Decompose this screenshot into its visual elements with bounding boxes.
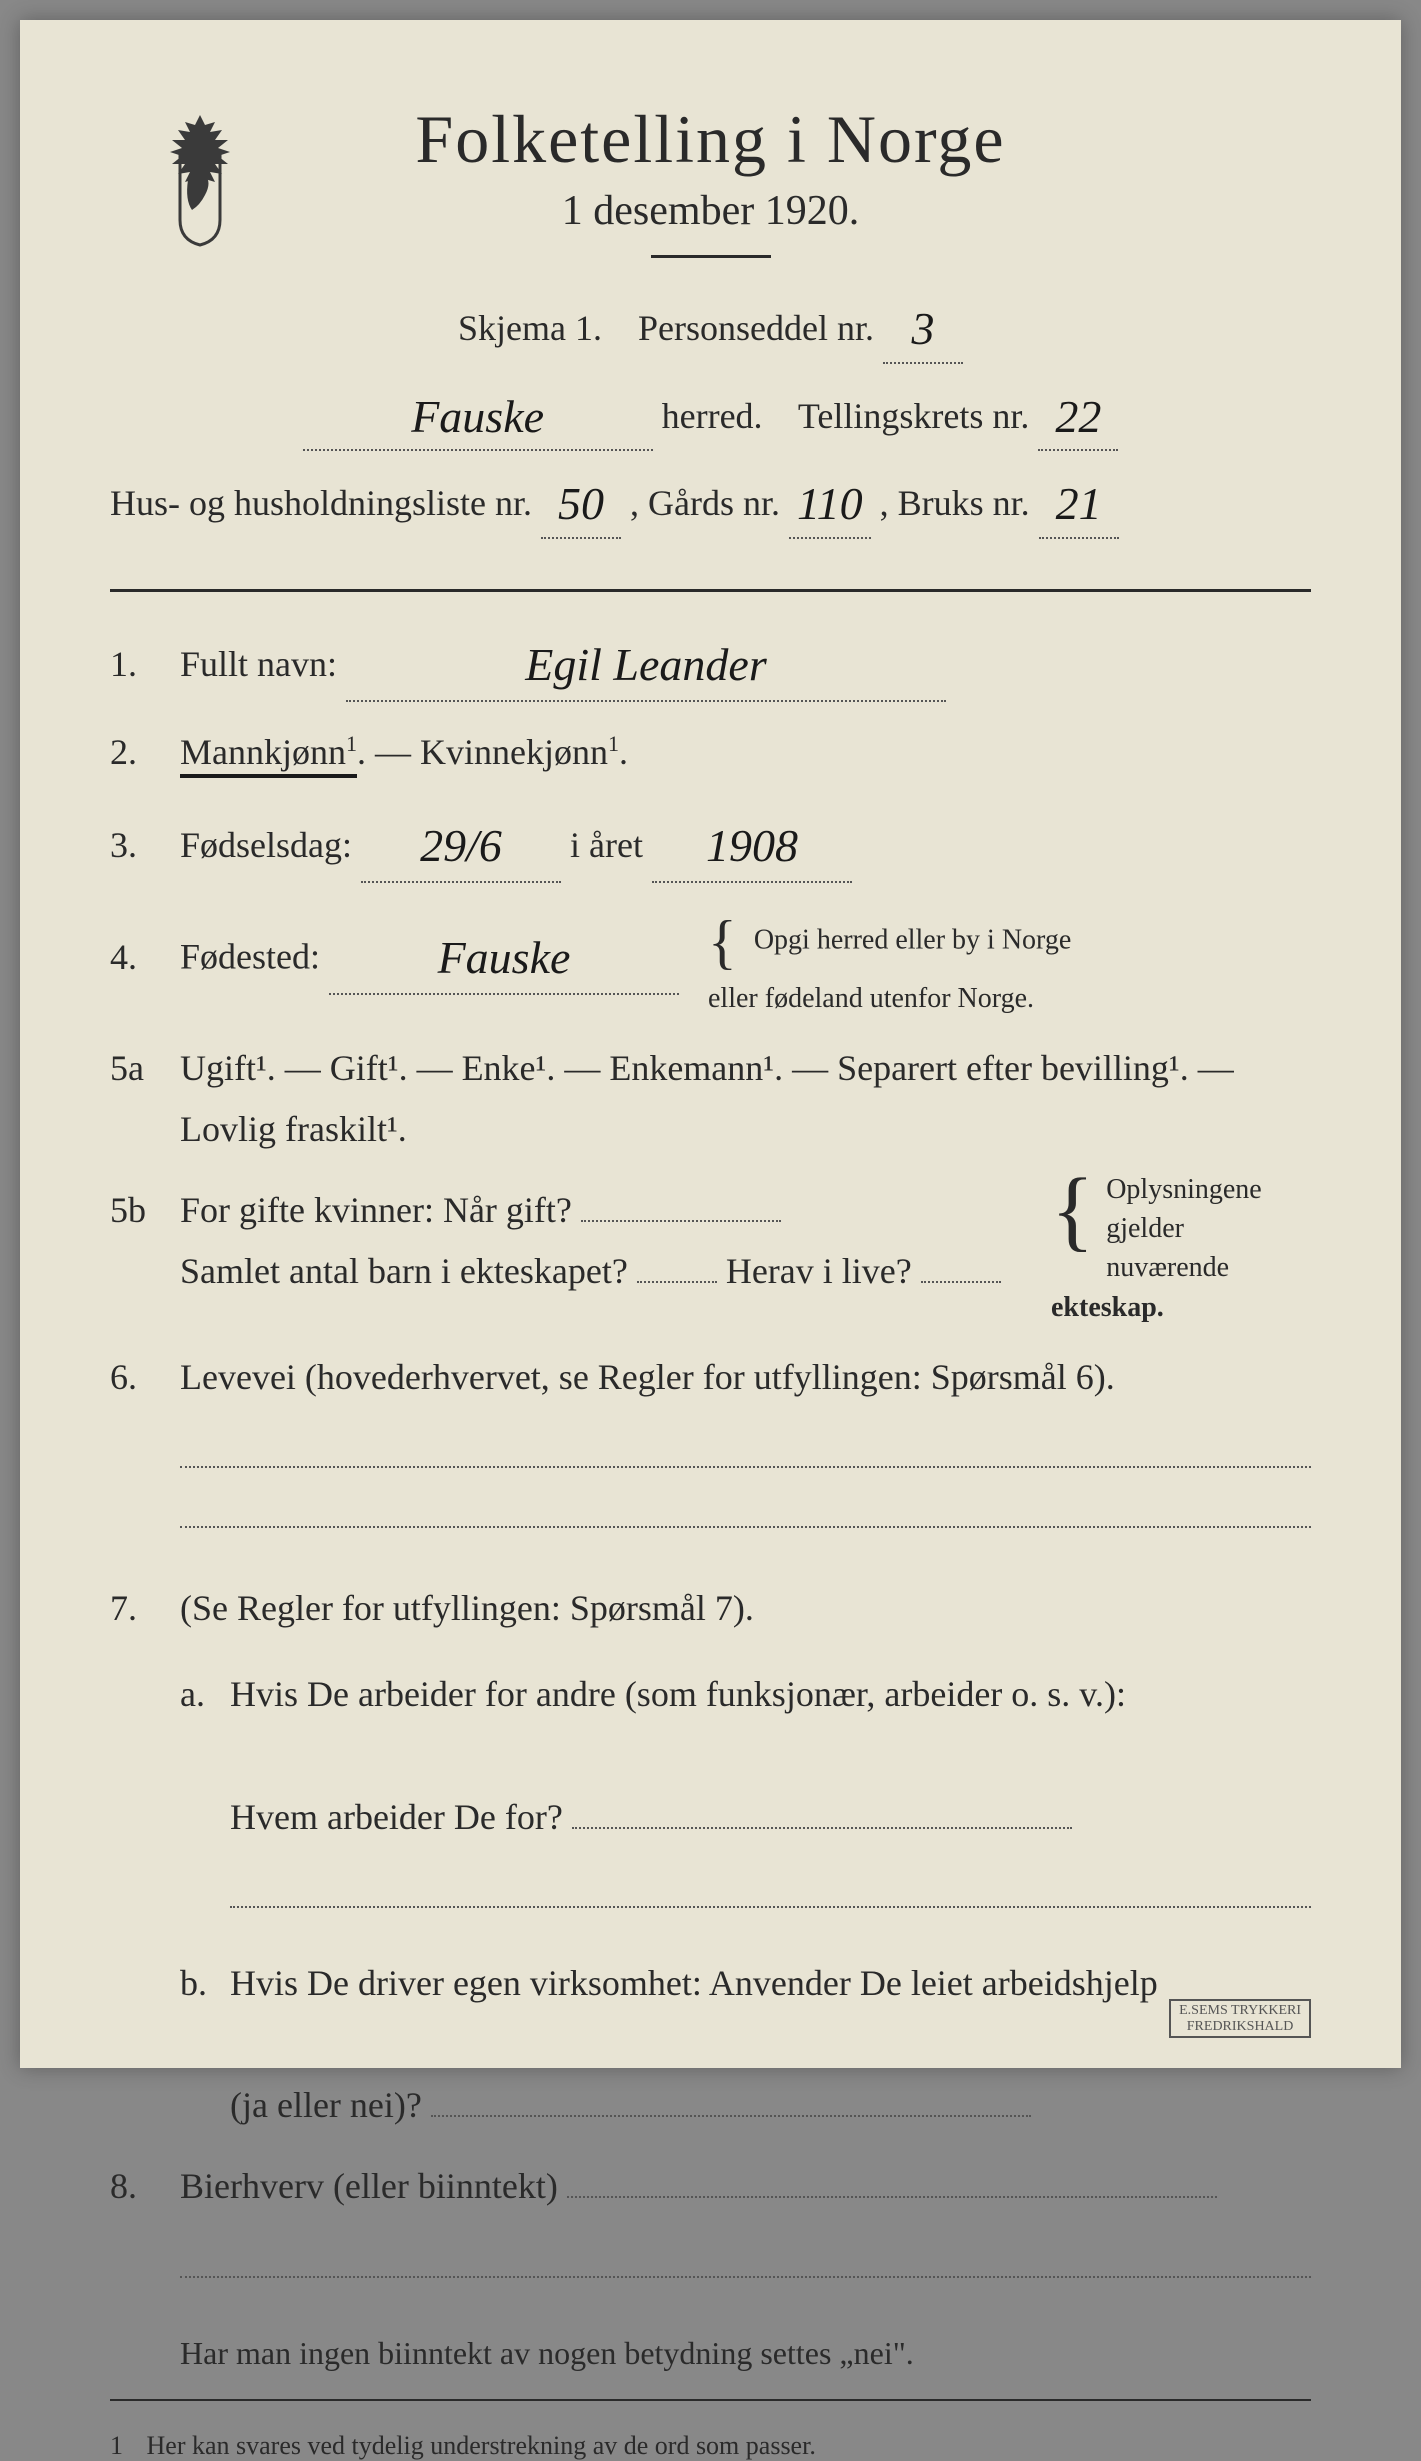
form-header: Folketelling i Norge 1 desember 1920. Sk…: [110, 100, 1311, 539]
tellingskrets-value: 22: [1055, 391, 1101, 442]
hus-line: Hus- og husholdningsliste nr. 50 , Gårds…: [110, 463, 1311, 539]
q6-blank-1[interactable]: [180, 1438, 1311, 1468]
gards-label: , Gårds nr.: [630, 483, 780, 523]
q3-num: 3.: [110, 824, 180, 866]
question-3: 3. Fødselsdag: 29/6 i året 1908: [110, 803, 1311, 883]
q6-num: 6.: [110, 1356, 180, 1398]
q4-num: 4.: [110, 936, 180, 978]
q5a-text: Ugift¹. — Gift¹. — Enke¹. — Enkemann¹. —…: [180, 1048, 1234, 1088]
title-divider: [651, 255, 771, 258]
footer-rule: [110, 2399, 1311, 2401]
bruks-field[interactable]: 21: [1039, 463, 1119, 539]
q4-note: Opgi herred eller by i Norge eller fødel…: [708, 903, 1071, 1017]
herred-field[interactable]: Fauske: [303, 376, 653, 452]
hus-field[interactable]: 50: [541, 463, 621, 539]
q7b-2: (ja eller nei)?: [230, 2085, 422, 2125]
hired-help-field[interactable]: [431, 2115, 1031, 2117]
mannkjonn-option[interactable]: Mannkjønn1: [180, 732, 357, 778]
skjema-line: Skjema 1. Personseddel nr. 3: [110, 288, 1311, 364]
gards-value: 110: [797, 478, 863, 529]
date-subtitle: 1 desember 1920.: [110, 187, 1311, 235]
q6-blank-2[interactable]: [180, 1498, 1311, 1528]
main-title: Folketelling i Norge: [110, 100, 1311, 179]
tellingskrets-label: Tellingskrets nr.: [798, 396, 1029, 436]
q3-label: Fødselsdag:: [180, 825, 352, 865]
tellingskrets-field[interactable]: 22: [1038, 376, 1118, 452]
question-7: 7. (Se Regler for utfyllingen: Spørsmål …: [110, 1578, 1311, 2136]
herred-value: Fauske: [411, 391, 544, 442]
footnote-num: 1: [110, 2431, 140, 2461]
children-alive-field[interactable]: [921, 1281, 1001, 1283]
q5b-l1: For gifte kvinner: Når gift?: [180, 1190, 572, 1230]
q7-num: 7.: [110, 1587, 180, 1629]
marriage-year-field[interactable]: [581, 1220, 781, 1222]
herred-label: herred.: [662, 396, 763, 436]
bruks-label: , Bruks nr.: [880, 483, 1030, 523]
header-rule: [110, 589, 1311, 592]
side-occupation-field[interactable]: [567, 2196, 1217, 2198]
employer-field[interactable]: [572, 1827, 1072, 1829]
gards-field[interactable]: 110: [789, 463, 871, 539]
q3-mid: i året: [570, 825, 643, 865]
q5a-num: 5a: [110, 1047, 180, 1089]
q5b-note: Oplysningene gjelder nuværende ekteskap.: [1051, 1170, 1311, 1327]
footnote: 1 Her kan svares ved tydelig understrekn…: [110, 2431, 1311, 2461]
birthday-value: 29/6: [420, 820, 502, 871]
footnote-text: Her kan svares ved tydelig understreknin…: [147, 2431, 816, 2460]
birthplace-value: Fauske: [438, 932, 571, 983]
bruks-value: 21: [1056, 478, 1102, 529]
q7a-1: Hvis De arbeider for andre (som funksjon…: [230, 1674, 1126, 1714]
q6-text: Levevei (hovederhvervet, se Regler for u…: [180, 1357, 1115, 1397]
question-1: 1. Fullt navn: Egil Leander: [110, 622, 1311, 702]
printer-mark: E.SEMS TRYKKERI FREDRIKSHALD: [1169, 1999, 1311, 2038]
q7-head: (Se Regler for utfyllingen: Spørsmål 7).: [180, 1588, 754, 1628]
q5a-text2: Lovlig fraskilt¹.: [180, 1109, 407, 1149]
kvinnekjonn-option[interactable]: Kvinnekjønn1: [420, 732, 619, 772]
q8-blank[interactable]: [180, 2248, 1311, 2278]
personseddel-value: 3: [911, 303, 934, 354]
question-5b: 5b Oplysningene gjelder nuværende ektesk…: [110, 1180, 1311, 1327]
birthyear-field[interactable]: 1908: [652, 803, 852, 883]
birthplace-field[interactable]: Fauske: [329, 915, 679, 995]
q7b-1: Hvis De driver egen virksomhet: Anvender…: [230, 1963, 1158, 2003]
q1-label: Fullt navn:: [180, 644, 337, 684]
question-6: 6. Levevei (hovederhvervet, se Regler fo…: [110, 1347, 1311, 1558]
q8-label: Bierhverv (eller biinntekt): [180, 2166, 558, 2206]
q1-num: 1.: [110, 643, 180, 685]
question-5a: 5a Ugift¹. — Gift¹. — Enke¹. — Enkemann¹…: [110, 1038, 1311, 1160]
name-field[interactable]: Egil Leander: [346, 622, 946, 702]
children-total-field[interactable]: [637, 1281, 717, 1283]
q2-num: 2.: [110, 731, 180, 773]
question-4: 4. Fødested: Fauske Opgi herred eller by…: [110, 903, 1311, 1017]
q5b-num: 5b: [110, 1189, 180, 1231]
hus-label: Hus- og husholdningsliste nr.: [110, 483, 532, 523]
q5b-l2a: Samlet antal barn i ekteskapet?: [180, 1251, 628, 1291]
personseddel-field[interactable]: 3: [883, 288, 963, 364]
sep: —: [375, 732, 420, 772]
hus-value: 50: [558, 478, 604, 529]
census-form-page: Folketelling i Norge 1 desember 1920. Sk…: [20, 20, 1401, 2068]
q7a-label: a.: [180, 1664, 230, 1938]
q4-label: Fødested:: [180, 937, 320, 977]
skjema-label: Skjema 1.: [458, 308, 602, 348]
q8-num: 8.: [110, 2165, 180, 2207]
question-8: 8. Bierhverv (eller biinntekt): [110, 2156, 1311, 2307]
herred-line: Fauske herred. Tellingskrets nr. 22: [110, 376, 1311, 452]
question-2: 2. Mannkjønn1. — Kvinnekjønn1.: [110, 722, 1311, 783]
name-value: Egil Leander: [525, 639, 766, 690]
birthyear-value: 1908: [706, 820, 798, 871]
coat-of-arms-icon: [150, 110, 250, 250]
q7b-label: b.: [180, 1953, 230, 2137]
q7a-2: Hvem arbeider De for?: [230, 1797, 563, 1837]
personseddel-label: Personseddel nr.: [638, 308, 874, 348]
birthday-field[interactable]: 29/6: [361, 803, 561, 883]
q7a-blank[interactable]: [230, 1878, 1311, 1908]
q5b-l2b: Herav i live?: [726, 1251, 912, 1291]
footer-note: Har man ingen biinntekt av nogen betydni…: [180, 2328, 1311, 2379]
